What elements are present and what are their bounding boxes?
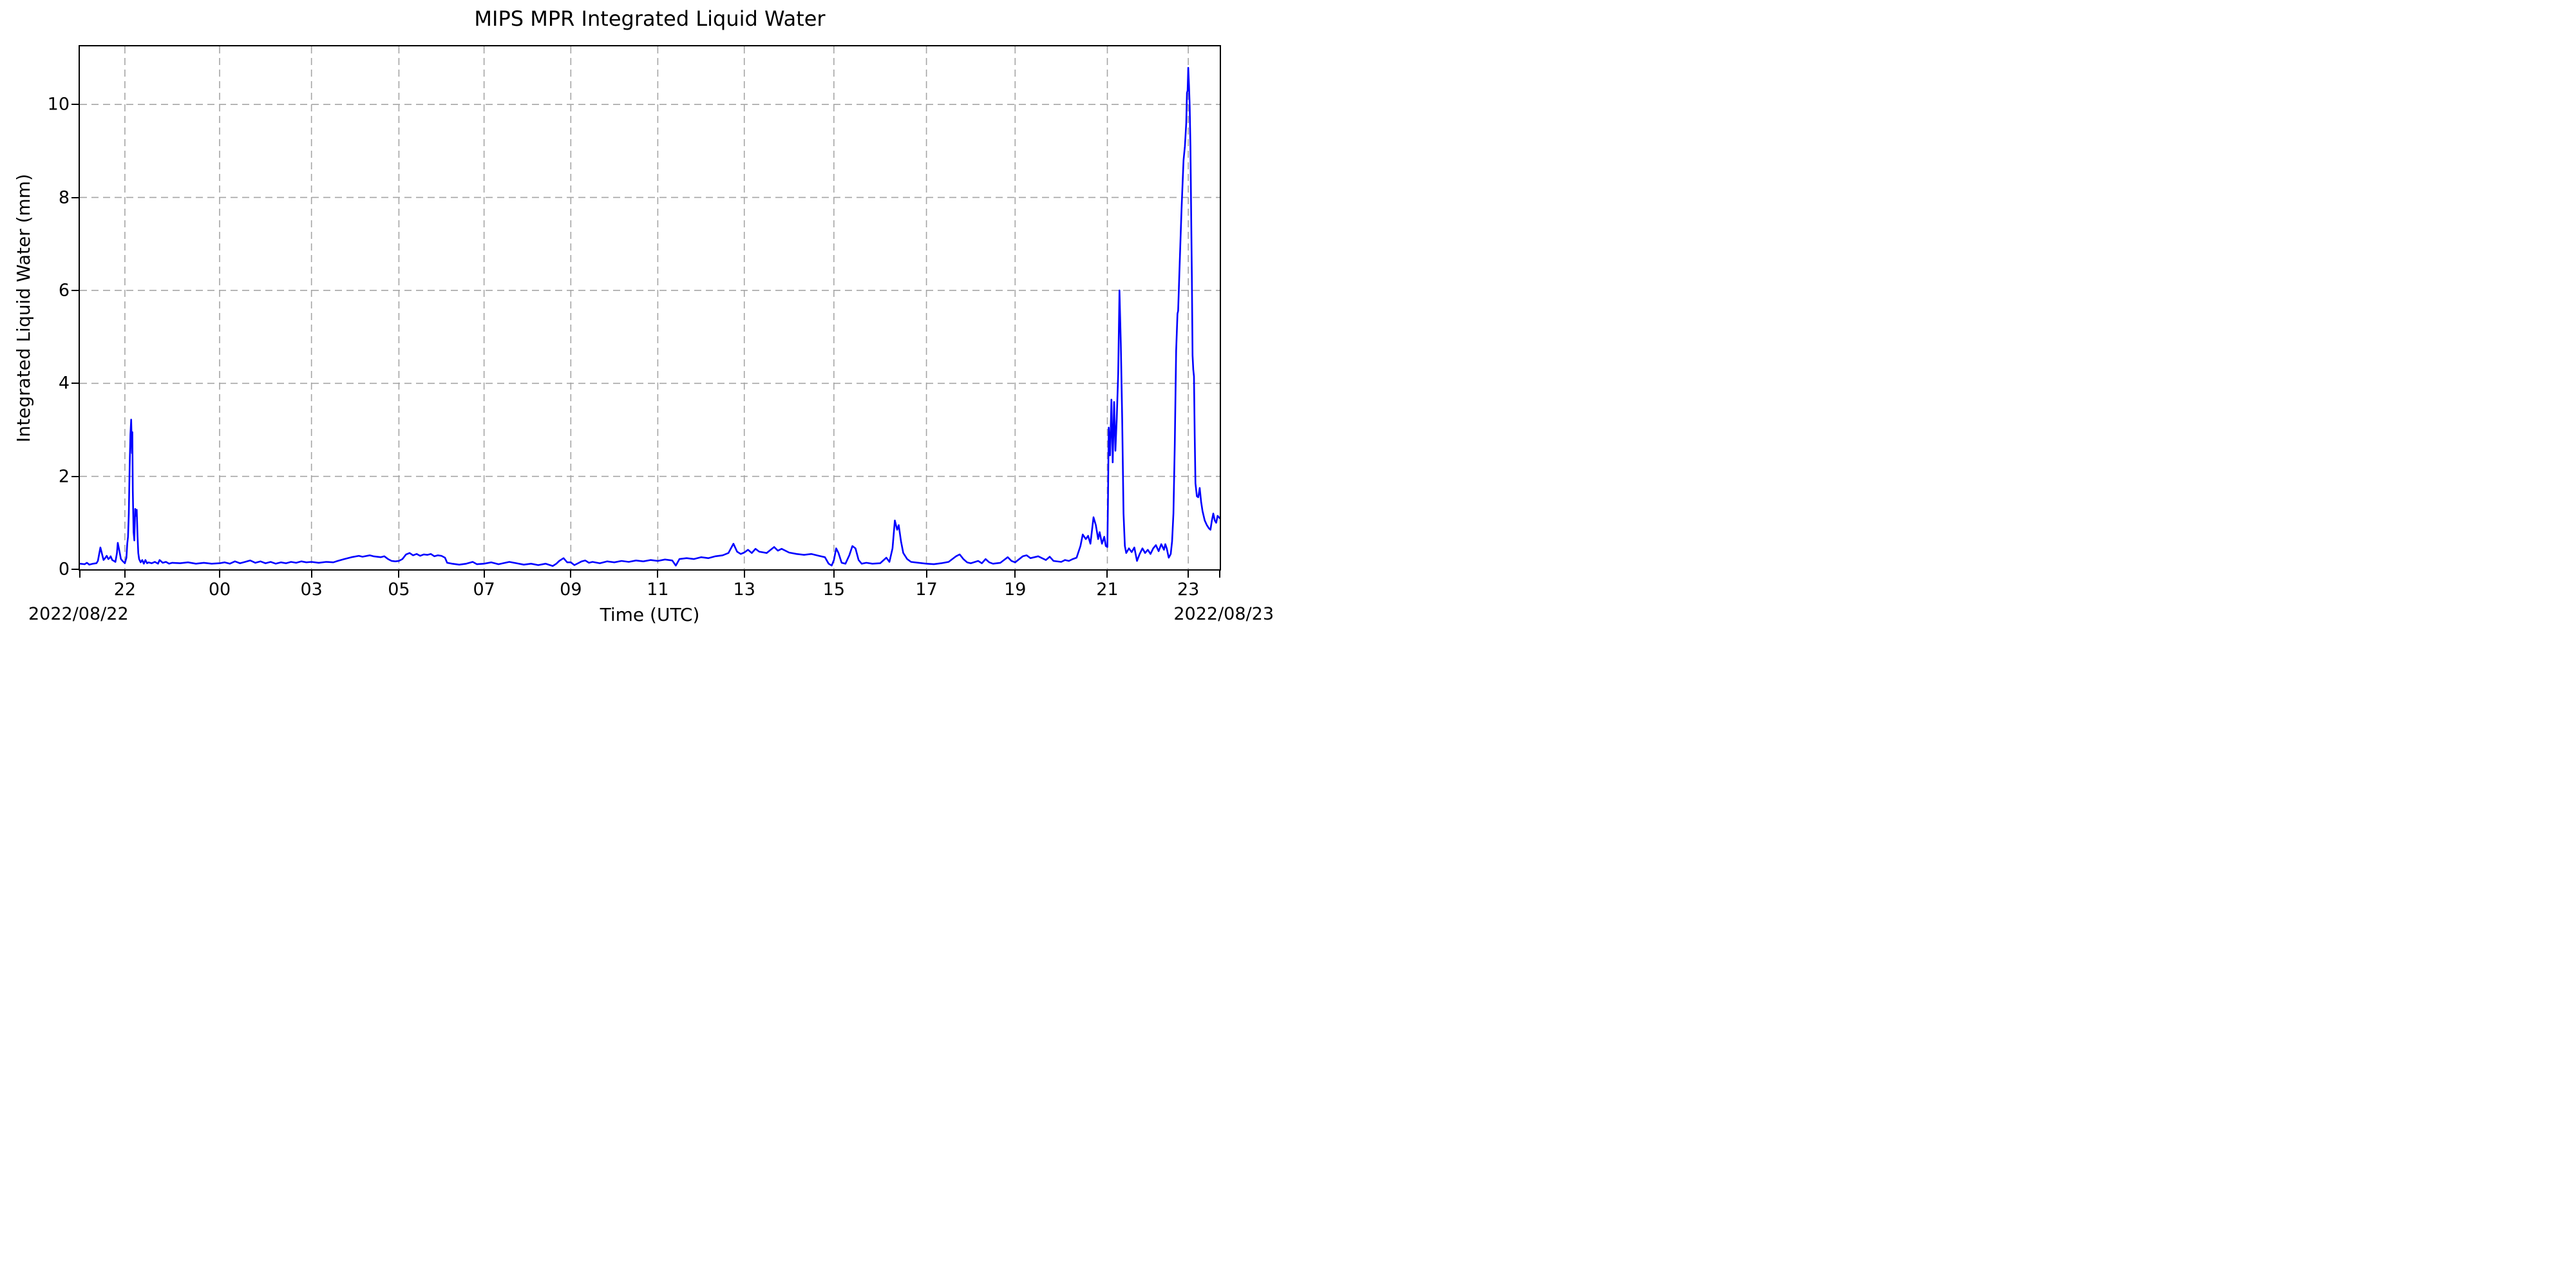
- y-tick-label: 8: [58, 187, 70, 208]
- y-tick-label: 0: [58, 559, 70, 580]
- x-tick-mark: [925, 571, 927, 578]
- x-tick-label: 09: [560, 580, 582, 600]
- y-axis-label-box: Integrated Liquid Water (mm): [9, 45, 37, 571]
- plot-area: [79, 45, 1221, 571]
- plot-canvas: [80, 46, 1220, 569]
- y-tick-mark: [71, 289, 79, 291]
- x-tick-mark: [219, 571, 220, 578]
- x-tick-label: 21: [1096, 580, 1119, 600]
- y-tick-mark: [71, 383, 79, 384]
- y-tick-label: 4: [58, 373, 70, 393]
- x-tick-mark: [398, 571, 400, 578]
- x-axis-end-tick-mark: [1219, 571, 1220, 578]
- figure: MIPS MPR Integrated Liquid Water Integra…: [0, 0, 1288, 644]
- x-tick-label: 03: [300, 580, 323, 600]
- y-tick-label: 2: [58, 466, 70, 487]
- x-tick-label: 11: [647, 580, 669, 600]
- end-date-label: 2022/08/23: [1173, 604, 1274, 624]
- x-tick-mark: [1014, 571, 1016, 578]
- x-tick-label: 07: [473, 580, 495, 600]
- x-tick-label: 19: [1004, 580, 1027, 600]
- y-tick-mark: [71, 569, 79, 570]
- x-tick-mark: [124, 571, 126, 578]
- y-tick-mark: [71, 196, 79, 198]
- x-tick-mark: [743, 571, 745, 578]
- x-tick-label: 13: [733, 580, 755, 600]
- y-tick-mark: [71, 475, 79, 477]
- x-tick-mark: [657, 571, 659, 578]
- x-tick-mark: [483, 571, 485, 578]
- x-axis-label: Time (UTC): [600, 604, 700, 625]
- chart-title: MIPS MPR Integrated Liquid Water: [474, 6, 826, 31]
- x-tick-mark: [310, 571, 312, 578]
- x-tick-label: 22: [113, 580, 137, 600]
- y-tick-mark: [71, 104, 79, 106]
- start-date-label: 2022/08/22: [28, 604, 129, 624]
- x-axis-end-tick-mark: [79, 571, 80, 578]
- x-tick-label: 05: [388, 580, 410, 600]
- y-tick-label: 6: [58, 280, 70, 301]
- x-tick-mark: [1188, 571, 1189, 578]
- x-tick-mark: [833, 571, 835, 578]
- x-tick-mark: [570, 571, 572, 578]
- x-tick-mark: [1106, 571, 1108, 578]
- x-tick-label: 15: [822, 580, 846, 600]
- y-tick-label: 10: [47, 94, 70, 115]
- x-tick-label: 17: [915, 580, 938, 600]
- liquid-water-line: [80, 66, 1220, 567]
- y-axis-label: Integrated Liquid Water (mm): [12, 173, 34, 442]
- x-tick-label: 23: [1177, 580, 1200, 600]
- x-tick-label: 00: [208, 580, 231, 600]
- gridlines: [80, 46, 1220, 569]
